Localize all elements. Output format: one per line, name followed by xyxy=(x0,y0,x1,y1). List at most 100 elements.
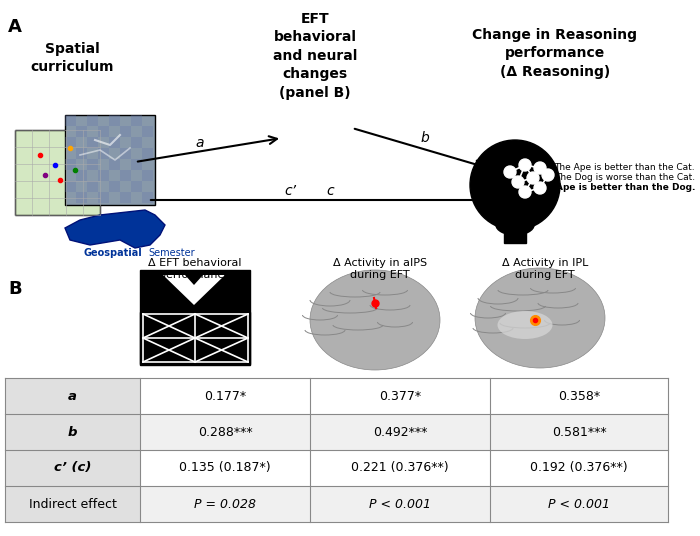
Text: Δ Activity in IPL
during EFT: Δ Activity in IPL during EFT xyxy=(502,258,588,280)
Bar xyxy=(65,181,76,192)
Text: a: a xyxy=(196,136,204,150)
Bar xyxy=(98,148,109,159)
Bar xyxy=(142,170,153,181)
Bar xyxy=(490,486,668,522)
Bar xyxy=(490,378,668,414)
Bar xyxy=(140,378,310,414)
Bar xyxy=(310,378,490,414)
Bar xyxy=(140,312,250,364)
Ellipse shape xyxy=(475,268,605,368)
Text: 0.581***: 0.581*** xyxy=(552,426,606,438)
Text: B: B xyxy=(8,280,22,298)
Circle shape xyxy=(512,176,524,188)
Text: 0.221 (0.376**): 0.221 (0.376**) xyxy=(351,461,449,474)
Bar xyxy=(76,192,87,203)
Bar xyxy=(87,159,98,170)
Bar xyxy=(120,148,131,159)
Bar xyxy=(76,170,87,181)
Bar xyxy=(120,192,131,203)
Text: The Ape is better than the Cat.: The Ape is better than the Cat. xyxy=(554,163,695,173)
Circle shape xyxy=(542,169,554,181)
Bar xyxy=(5,414,140,450)
Circle shape xyxy=(470,140,560,230)
Bar xyxy=(490,450,668,486)
Text: P = 0.028: P = 0.028 xyxy=(194,497,256,510)
Ellipse shape xyxy=(310,270,440,370)
Bar xyxy=(310,414,490,450)
Bar xyxy=(120,126,131,137)
Text: P < 0.001: P < 0.001 xyxy=(369,497,431,510)
Bar xyxy=(109,137,120,148)
Polygon shape xyxy=(185,275,203,285)
Text: Change in Reasoning
performance
(Δ Reasoning): Change in Reasoning performance (Δ Reaso… xyxy=(473,28,638,79)
Polygon shape xyxy=(65,210,165,248)
Bar xyxy=(131,115,142,126)
Bar xyxy=(142,148,153,159)
Bar xyxy=(109,181,120,192)
Polygon shape xyxy=(163,275,225,305)
Bar xyxy=(310,486,490,522)
Bar xyxy=(65,159,76,170)
Bar xyxy=(142,126,153,137)
Text: The Dog is worse than the Cat.: The Dog is worse than the Cat. xyxy=(555,174,695,182)
Text: c: c xyxy=(326,184,334,198)
Bar xyxy=(131,181,142,192)
Bar xyxy=(76,126,87,137)
Bar xyxy=(65,137,76,148)
Text: 0.288***: 0.288*** xyxy=(197,426,252,438)
Bar xyxy=(140,486,310,522)
Text: Semester: Semester xyxy=(148,248,195,258)
Text: 0.135 (0.187*): 0.135 (0.187*) xyxy=(179,461,271,474)
Circle shape xyxy=(527,172,539,184)
Bar xyxy=(131,137,142,148)
Bar xyxy=(142,192,153,203)
Bar xyxy=(155,272,233,310)
Text: c’: c’ xyxy=(284,184,296,198)
Text: EFT
behavioral
and neural
changes
(panel B): EFT behavioral and neural changes (panel… xyxy=(273,12,357,100)
Text: Δ EFT behavioral
performance: Δ EFT behavioral performance xyxy=(148,258,242,280)
Bar xyxy=(5,486,140,522)
Text: c’ (c): c’ (c) xyxy=(54,461,91,474)
Bar xyxy=(87,115,98,126)
Bar xyxy=(87,137,98,148)
Text: a: a xyxy=(68,390,77,403)
Text: b: b xyxy=(421,131,429,145)
Text: 0.192 (0.376**): 0.192 (0.376**) xyxy=(530,461,628,474)
Circle shape xyxy=(534,182,546,194)
Bar xyxy=(131,159,142,170)
Text: A: A xyxy=(8,18,22,36)
Bar xyxy=(310,450,490,486)
Bar xyxy=(98,126,109,137)
Bar xyxy=(109,159,120,170)
Bar xyxy=(87,181,98,192)
Bar xyxy=(140,450,310,486)
Text: b: b xyxy=(68,426,77,438)
Circle shape xyxy=(519,186,531,198)
Bar xyxy=(65,115,76,126)
Text: P < 0.001: P < 0.001 xyxy=(548,497,610,510)
Bar xyxy=(109,115,120,126)
Ellipse shape xyxy=(498,311,552,339)
Text: 0.492***: 0.492*** xyxy=(373,426,427,438)
Bar xyxy=(120,170,131,181)
Bar xyxy=(98,192,109,203)
Bar xyxy=(5,450,140,486)
Text: 0.377*: 0.377* xyxy=(379,390,421,403)
Bar xyxy=(98,170,109,181)
Bar xyxy=(140,270,250,365)
Ellipse shape xyxy=(496,215,534,235)
Circle shape xyxy=(519,159,531,171)
Text: Δ Activity in aIPS
during EFT: Δ Activity in aIPS during EFT xyxy=(333,258,427,280)
Bar xyxy=(490,414,668,450)
Bar xyxy=(140,414,310,450)
Bar xyxy=(15,130,100,215)
Bar xyxy=(76,148,87,159)
Bar xyxy=(65,115,155,205)
Bar xyxy=(5,378,140,414)
Text: 0.177*: 0.177* xyxy=(204,390,246,403)
Circle shape xyxy=(504,166,516,178)
Text: Indirect effect: Indirect effect xyxy=(29,497,116,510)
Text: The Ape is better than the Dog.: The Ape is better than the Dog. xyxy=(533,183,695,192)
Circle shape xyxy=(534,162,546,174)
Text: 0.358*: 0.358* xyxy=(558,390,600,403)
